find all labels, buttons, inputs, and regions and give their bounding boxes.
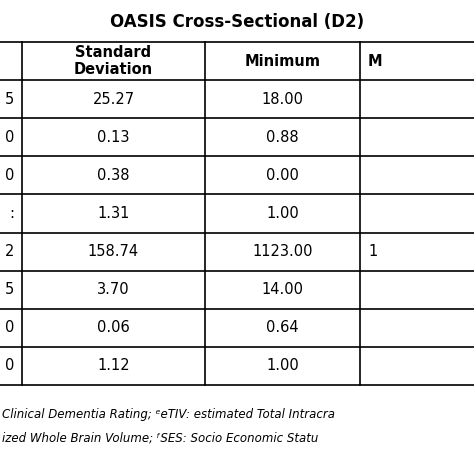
Text: 1.31: 1.31 xyxy=(97,206,130,221)
Text: 18.00: 18.00 xyxy=(262,91,303,107)
Text: :: : xyxy=(9,206,14,221)
Text: 0: 0 xyxy=(5,320,14,335)
Text: 0.64: 0.64 xyxy=(266,320,299,335)
Text: 5: 5 xyxy=(5,91,14,107)
Text: 1123.00: 1123.00 xyxy=(252,244,313,259)
Text: 1.00: 1.00 xyxy=(266,358,299,374)
Text: 0.13: 0.13 xyxy=(97,130,130,145)
Text: Minimum: Minimum xyxy=(245,54,320,69)
Text: 0.00: 0.00 xyxy=(266,168,299,183)
Text: 1.12: 1.12 xyxy=(97,358,130,374)
Text: 14.00: 14.00 xyxy=(262,282,303,297)
Text: 1.00: 1.00 xyxy=(266,206,299,221)
Text: OASIS Cross-Sectional (D2): OASIS Cross-Sectional (D2) xyxy=(110,13,364,31)
Text: 0.88: 0.88 xyxy=(266,130,299,145)
Text: 0.38: 0.38 xyxy=(97,168,130,183)
Text: Clinical Dementia Rating; ᵉeTIV: estimated Total Intracra: Clinical Dementia Rating; ᵉeTIV: estimat… xyxy=(2,408,335,421)
Text: 1: 1 xyxy=(368,244,377,259)
Text: 0: 0 xyxy=(5,130,14,145)
Text: ized Whole Brain Volume; ᶠSES: Socio Economic Statu: ized Whole Brain Volume; ᶠSES: Socio Eco… xyxy=(2,432,319,445)
Text: 0.06: 0.06 xyxy=(97,320,130,335)
Text: 3.70: 3.70 xyxy=(97,282,130,297)
Text: M: M xyxy=(368,54,383,69)
Text: 5: 5 xyxy=(5,282,14,297)
Text: 158.74: 158.74 xyxy=(88,244,139,259)
Text: 0: 0 xyxy=(5,168,14,183)
Text: 0: 0 xyxy=(5,358,14,374)
Text: 25.27: 25.27 xyxy=(92,91,135,107)
Text: 2: 2 xyxy=(5,244,14,259)
Text: Standard
Deviation: Standard Deviation xyxy=(74,45,153,77)
